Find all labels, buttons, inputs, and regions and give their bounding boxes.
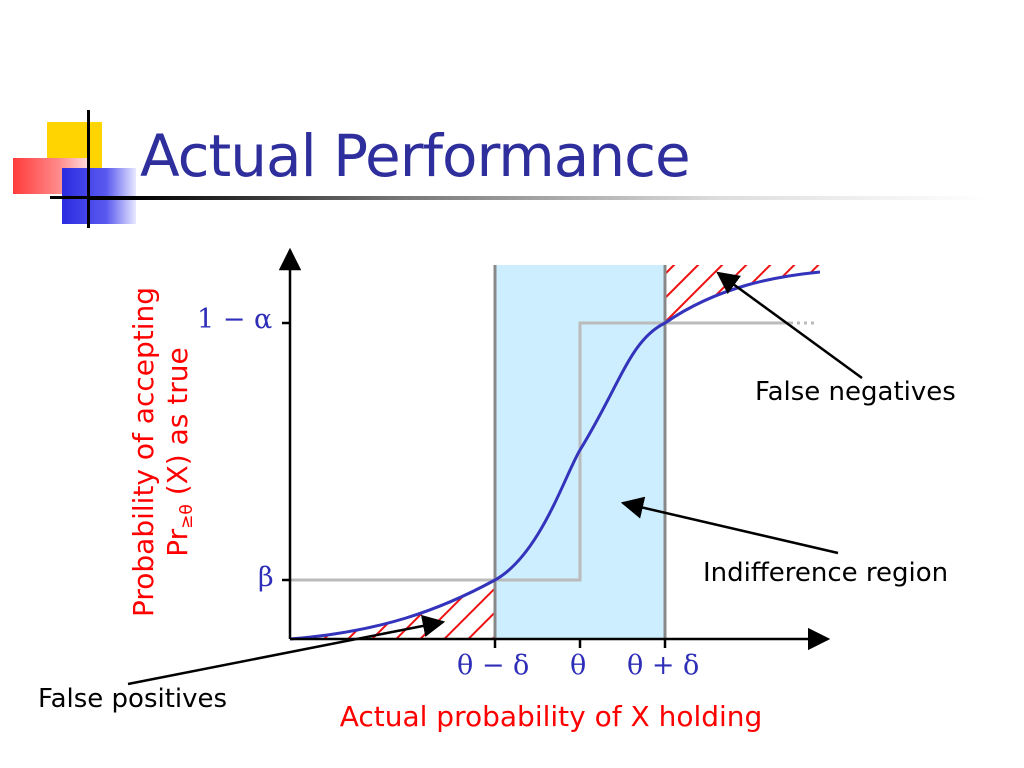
title-underline <box>88 196 988 200</box>
y-axis-label-line2: Pr≥θ (X) as true <box>161 287 197 617</box>
y-axis-label-suffix: (X) as true <box>161 347 194 496</box>
y-tick-label-upper: 1 − α <box>197 304 273 335</box>
y-tick-label-lower: β <box>258 562 274 593</box>
x-axis-label: Actual probability of X holding <box>339 700 763 733</box>
false-negatives-pointer <box>716 271 863 380</box>
indifference-region-label: Indifference region <box>703 558 949 588</box>
acceptance-curve <box>289 270 821 641</box>
x-tick-label-left: θ − δ <box>457 650 530 681</box>
false-negatives-hatch <box>665 265 820 323</box>
false-negatives-label: False negatives <box>755 377 956 407</box>
y-axis-label-subscript: ≥θ <box>177 504 197 529</box>
false-positives-label: False positives <box>38 684 228 714</box>
y-axis-label-line1: Probability of accepting <box>127 286 160 618</box>
x-tick-label-middle: θ <box>570 650 587 681</box>
logo-vertical-line <box>87 110 90 228</box>
y-axis-label-prefix: Pr <box>161 528 194 557</box>
indifference-region-pointer <box>620 496 839 555</box>
false-positives-hatch <box>290 580 495 639</box>
x-tick-label-right: θ + δ <box>627 650 700 681</box>
false-positives-pointer <box>127 614 446 686</box>
page-title: Actual Performance <box>140 122 691 190</box>
